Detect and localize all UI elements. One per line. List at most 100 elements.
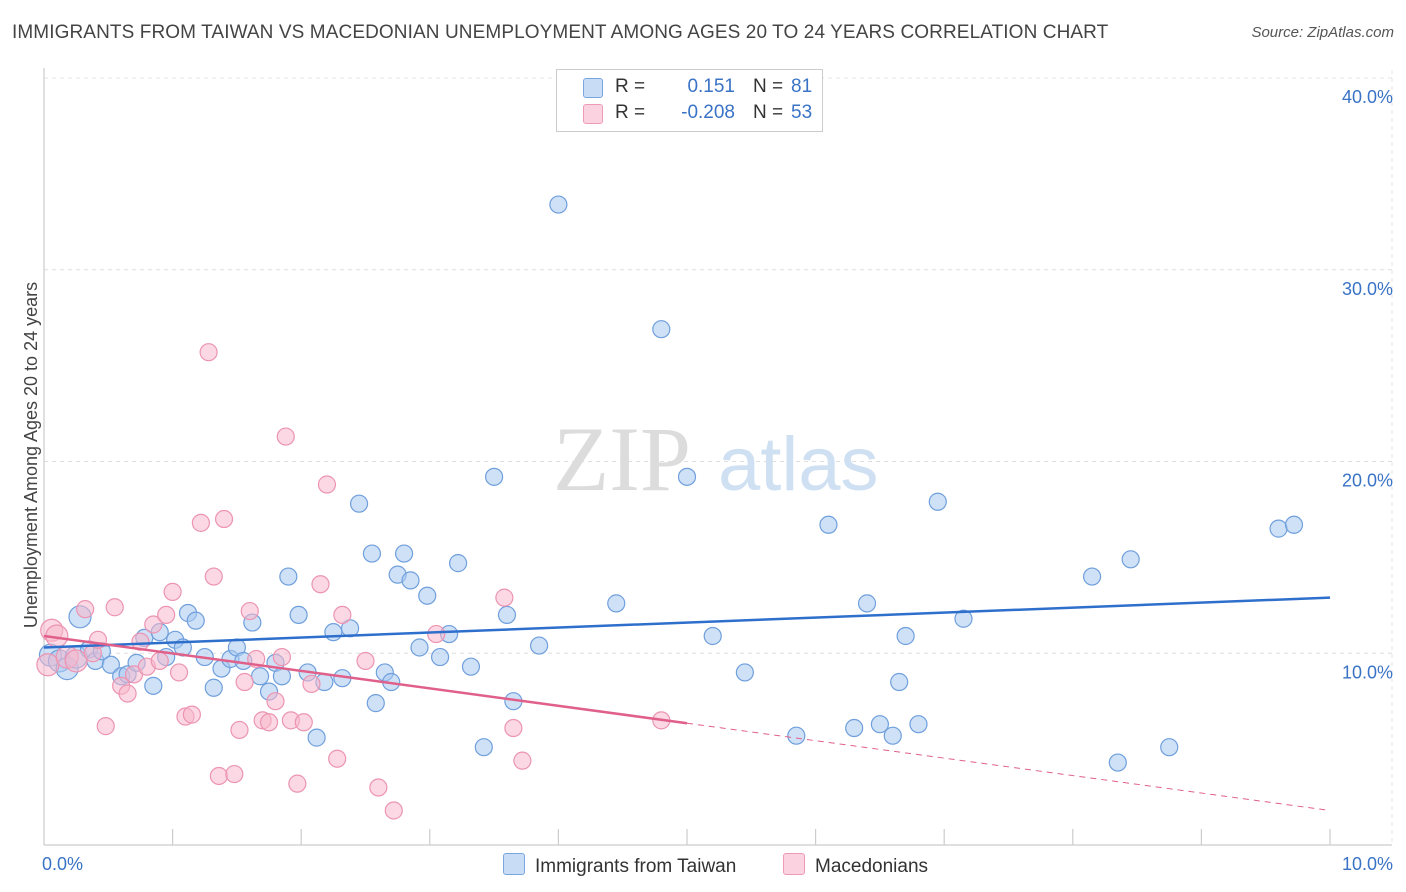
point-taiwan	[1108, 753, 1127, 772]
tick-labels: 10.0% 20.0% 30.0% 40.0% 0.0% 10.0%	[42, 87, 1393, 874]
bottom-legend-swatch-taiwan	[503, 853, 525, 875]
point-taiwan	[1284, 515, 1304, 534]
point-macedonian	[150, 651, 169, 671]
point-macedonian	[317, 475, 337, 494]
point-macedonian	[199, 343, 218, 362]
point-macedonian	[356, 651, 375, 671]
point-taiwan	[461, 657, 481, 676]
point-taiwan	[607, 594, 626, 613]
point-taiwan	[307, 728, 326, 747]
point-taiwan	[448, 554, 468, 573]
legend-r-label: R =	[615, 76, 646, 97]
point-taiwan	[909, 715, 928, 734]
point-taiwan	[883, 726, 902, 745]
source-label: Source: ZipAtlas.com	[1251, 24, 1394, 41]
point-taiwan	[703, 626, 722, 646]
series-macedonians	[36, 343, 671, 820]
legend-n-label: N =	[753, 102, 784, 123]
chart-title: IMMIGRANTS FROM TAIWAN VS MACEDONIAN UNE…	[12, 22, 1109, 43]
legend-swatch-macedonians	[583, 104, 603, 124]
point-macedonian	[272, 647, 292, 667]
point-taiwan	[394, 544, 414, 563]
legend-n-label: N =	[753, 76, 784, 97]
correlation-legend: R = 0.151 N = 81 R = -0.208 N = 53	[556, 69, 823, 132]
point-macedonian	[294, 713, 313, 732]
point-taiwan	[144, 676, 163, 695]
point-macedonian	[76, 600, 95, 619]
point-taiwan	[362, 544, 382, 563]
point-taiwan	[366, 694, 385, 713]
x-tick-label: 10.0%	[1342, 854, 1393, 874]
point-macedonian	[276, 427, 295, 446]
gridlines	[44, 70, 1393, 845]
point-macedonian	[225, 764, 244, 784]
point-taiwan	[349, 494, 369, 513]
legend-n-value: 81	[791, 76, 813, 97]
point-macedonian	[163, 582, 182, 601]
legend-swatch-taiwan	[583, 78, 603, 98]
point-taiwan	[928, 492, 947, 511]
point-macedonian	[495, 588, 514, 607]
point-taiwan	[289, 605, 308, 625]
point-taiwan	[890, 672, 909, 692]
trend-line-macedonians	[43, 634, 688, 725]
point-taiwan	[497, 605, 517, 625]
point-taiwan	[819, 515, 838, 534]
point-macedonian	[369, 778, 388, 797]
point-macedonian	[427, 624, 446, 644]
point-macedonian	[384, 801, 403, 820]
point-macedonian	[105, 598, 124, 617]
point-taiwan	[845, 718, 864, 738]
point-macedonian	[230, 720, 249, 740]
point-macedonian	[235, 672, 254, 692]
point-taiwan	[677, 467, 697, 486]
watermark: ZIP atlas	[553, 408, 879, 510]
point-macedonian	[118, 684, 137, 703]
point-taiwan	[549, 195, 568, 214]
point-taiwan	[1082, 567, 1102, 586]
watermark-atlas: atlas	[718, 422, 879, 507]
point-macedonian	[302, 674, 321, 694]
point-macedonian	[191, 513, 210, 532]
point-taiwan	[787, 726, 806, 745]
point-taiwan	[101, 655, 120, 674]
point-macedonian	[504, 718, 523, 738]
point-taiwan	[250, 667, 270, 686]
watermark-zip: ZIP	[553, 408, 691, 510]
bottom-legend-swatch-macedonians	[783, 853, 805, 875]
point-macedonian	[240, 601, 259, 621]
point-taiwan	[186, 611, 205, 630]
point-taiwan	[954, 609, 973, 628]
point-macedonian	[204, 567, 223, 586]
bottom-legend-taiwan: Immigrants from Taiwan	[503, 853, 736, 878]
point-macedonian	[209, 766, 228, 786]
point-macedonian	[64, 649, 88, 673]
point-macedonian	[311, 575, 330, 594]
legend-r-value: 0.151	[687, 76, 735, 97]
point-taiwan	[652, 320, 671, 339]
bottom-legend-macedonians: Macedonians	[783, 853, 928, 878]
point-macedonian	[328, 749, 347, 768]
point-taiwan	[204, 678, 223, 697]
axes	[43, 68, 1392, 846]
y-tick-label: 10.0%	[1342, 662, 1393, 682]
point-taiwan	[857, 594, 877, 613]
point-taiwan	[530, 636, 549, 655]
y-axis-label: Unemployment Among Ages 20 to 24 years	[21, 282, 41, 628]
point-taiwan	[279, 567, 298, 586]
point-macedonian	[182, 705, 201, 724]
y-tick-label: 30.0%	[1342, 279, 1393, 299]
point-macedonian	[157, 605, 176, 625]
point-taiwan	[485, 467, 504, 486]
point-macedonian	[259, 713, 279, 732]
point-macedonian	[333, 605, 352, 625]
trend-line-taiwan	[43, 596, 1331, 649]
point-taiwan	[401, 571, 420, 590]
point-taiwan	[474, 738, 493, 757]
point-macedonian	[169, 663, 189, 682]
legend-r-label: R =	[615, 102, 646, 123]
trend-line-macedonians-extrapolated	[686, 722, 1331, 811]
point-taiwan	[870, 715, 890, 734]
trend-lines	[43, 596, 1331, 811]
point-macedonian	[266, 692, 285, 711]
